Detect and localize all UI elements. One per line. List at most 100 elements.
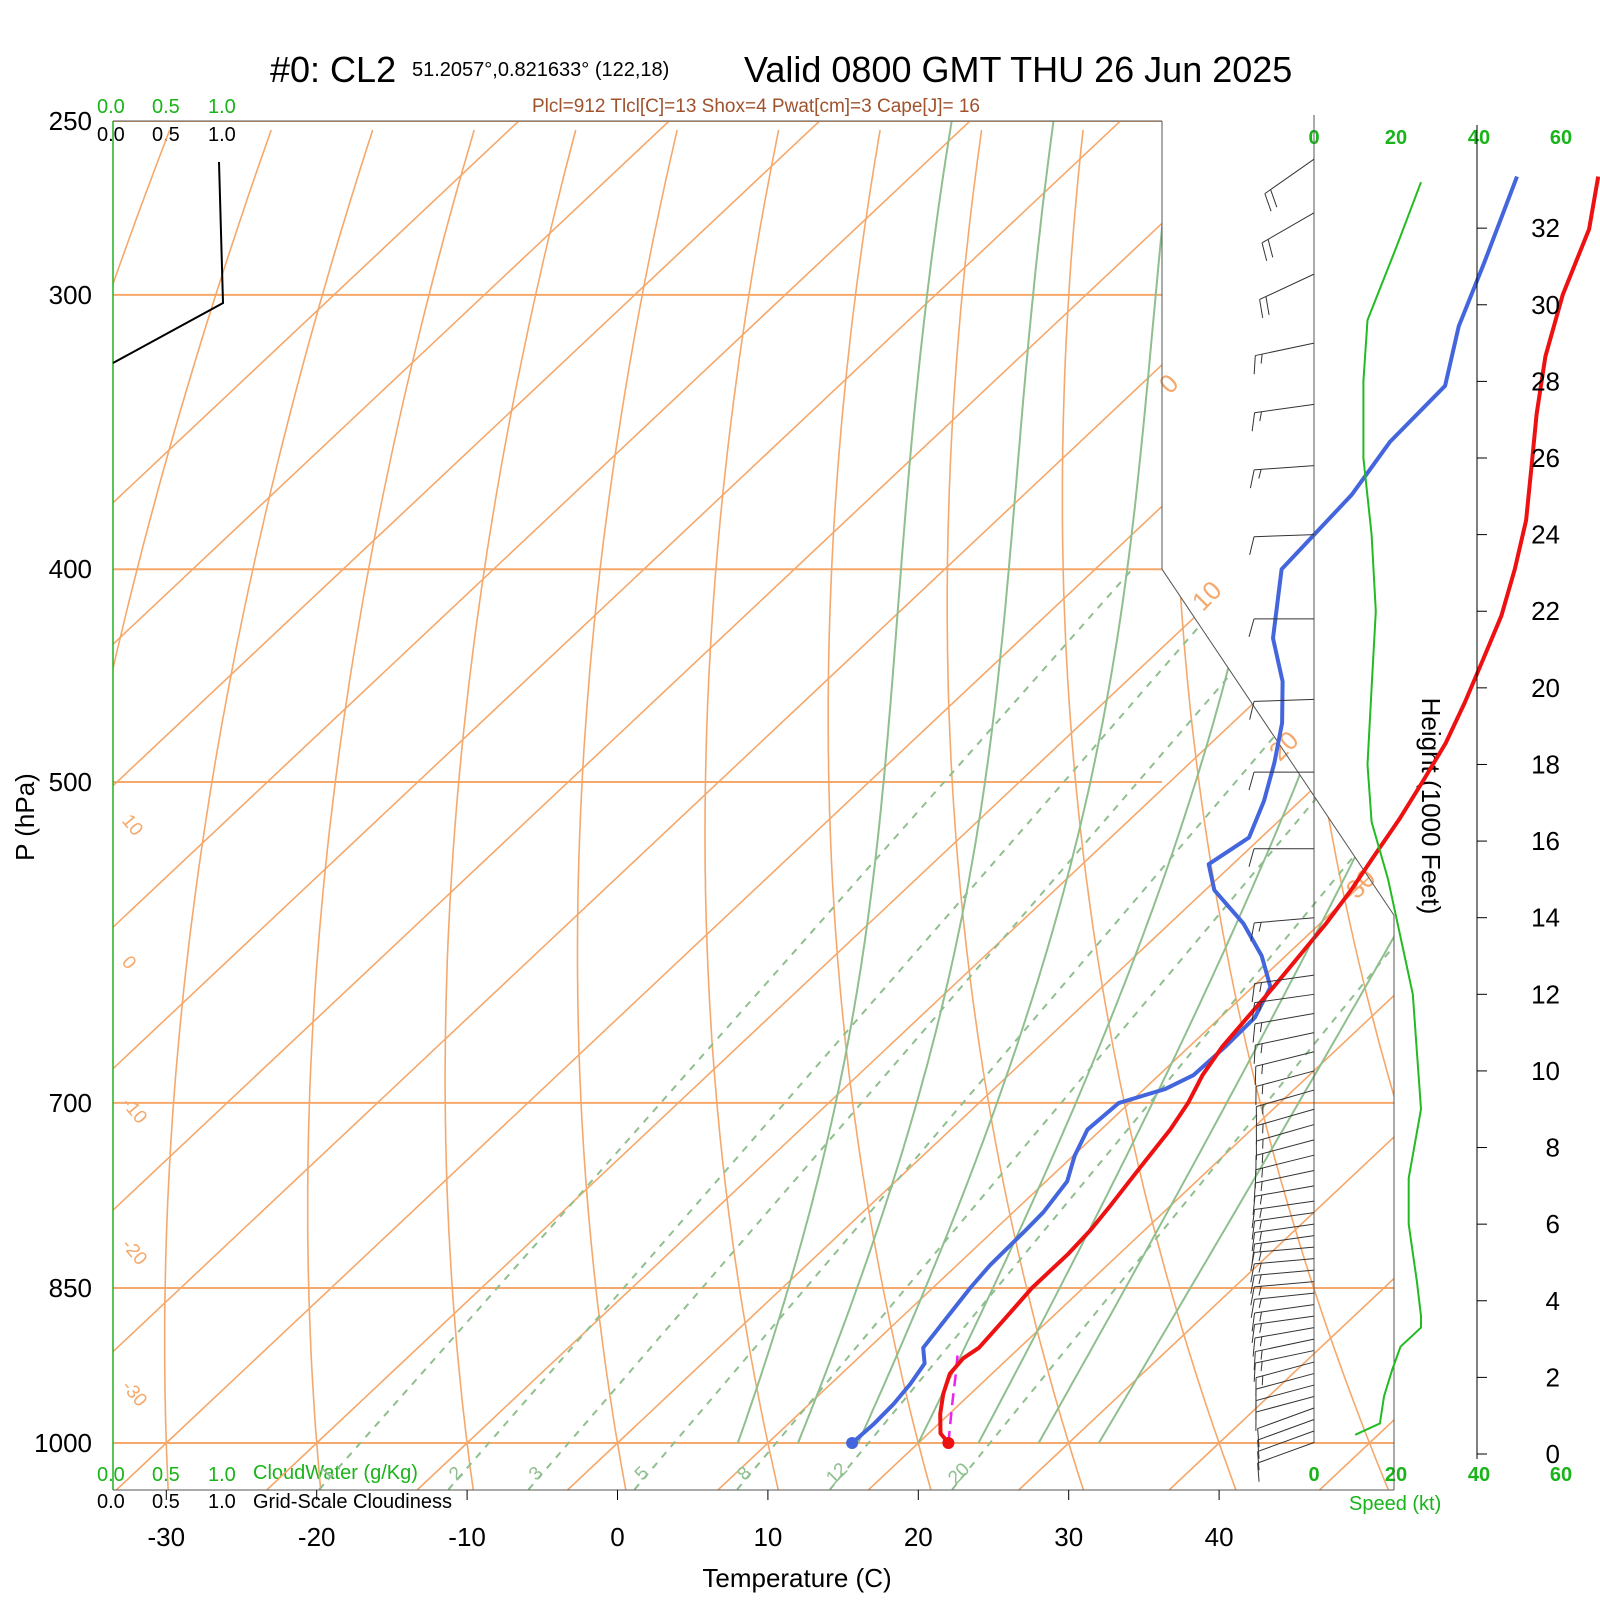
wind-barb-staff [1255, 1051, 1315, 1067]
mixing-ratio-line [633, 568, 1394, 1490]
speed-tick-bottom: 0 [1308, 1464, 1319, 1486]
wind-barb-half-flag [1258, 1286, 1262, 1296]
wind-barb-flag [1248, 771, 1255, 791]
cloudiness-trace [112, 161, 225, 364]
height-axis-title: Height (1000 Feet) [1416, 698, 1446, 915]
wind-barb-flag [1250, 1299, 1255, 1318]
isotherm-label: 10 [117, 811, 147, 841]
wind-barb-staff [1254, 974, 1315, 984]
wind-barb-flag [1253, 1351, 1256, 1371]
wind-barb-flag [1248, 848, 1255, 867]
wind-barb-staff [1261, 212, 1315, 244]
wind-barb-flag [1251, 1232, 1256, 1252]
wind-barb-staff [1257, 1442, 1315, 1464]
x-tick-label: -30 [148, 1522, 186, 1552]
wind-barb-flag [1252, 1023, 1256, 1043]
wind-barb-staff [1254, 698, 1315, 702]
wind-barb-half-flag [1259, 1208, 1263, 1218]
moist-adiabat-line [857, 121, 1175, 1444]
top-cloudwater-tick: 0.0 [97, 96, 125, 118]
wind-barb-staff [1254, 403, 1315, 414]
wind-barb-staff [1254, 917, 1315, 924]
wind-barb-staff [1255, 1139, 1315, 1156]
wind-barb-flag [1264, 193, 1272, 212]
wind-barb-staff [1254, 1315, 1315, 1325]
x-axis-title: Temperature (C) [702, 1563, 891, 1593]
moist-adiabat-line [1097, 121, 1394, 1444]
dry-adiabat-line [946, 129, 1085, 1490]
wind-barb-flag [1251, 1243, 1256, 1263]
isotherm-line [1018, 1442, 1070, 1490]
wind-barb-staff [1259, 273, 1315, 300]
wind-barb-half-flag [1260, 1181, 1263, 1192]
speed-ticks-top: 0 20 40 60 [1308, 127, 1572, 149]
bottom-cloudwater-tick: 0.5 [152, 1464, 180, 1486]
dry-adiabat-label: 0 [1153, 368, 1184, 399]
wind-barb-half-flag [1260, 1361, 1263, 1372]
wind-barb-flag [1250, 922, 1255, 942]
isotherm-line [113, 121, 971, 1444]
moist-adiabat-line [797, 121, 1055, 1444]
height-tick-label: 26 [1531, 443, 1560, 473]
clipped-grid [113, 121, 1394, 1490]
wind-barb-half-flag [1258, 922, 1262, 932]
wind-barb-half-flag [1261, 1084, 1264, 1095]
height-tick-label: 14 [1531, 903, 1560, 933]
height-tick-label: 28 [1531, 366, 1560, 396]
wind-barb-half-flag [1259, 1311, 1263, 1322]
wind-barb-flag [1257, 1428, 1260, 1448]
wind-barb-half-flag [1261, 1153, 1264, 1164]
pressure-tick-label: 500 [49, 767, 92, 797]
wind-barb-staff [1257, 1430, 1315, 1453]
bottom-cloudwater-tick: 0.0 [97, 1464, 125, 1486]
wind-barb-staff [1254, 1223, 1315, 1233]
wind-barb-staff [1255, 1384, 1315, 1402]
wind-barb-half-flag [1259, 1001, 1263, 1012]
sounding-profiles [846, 175, 1600, 1449]
height-tick-label: 8 [1546, 1133, 1560, 1163]
wind-barb-flag [1257, 1451, 1260, 1471]
wind-barb-flag [1253, 355, 1256, 375]
wind-barb-flag [1265, 296, 1270, 316]
isotherm-line [316, 121, 1394, 1444]
wind-barb-half-flag [1259, 1022, 1263, 1033]
pressure-tick-label: 850 [49, 1273, 92, 1303]
isotherm-line [767, 121, 1394, 1444]
wind-barb-staff [1254, 1269, 1315, 1276]
x-tick-label: 30 [1054, 1522, 1083, 1552]
isotherm-label: -10 [117, 1094, 151, 1129]
dry-adiabat-line [306, 129, 475, 1490]
mixing-ratio-label: 8 [733, 1463, 755, 1485]
height-tick-label: 12 [1531, 979, 1560, 1009]
wind-barb-flag [1257, 1440, 1260, 1459]
dry-adiabat-line [1173, 129, 1390, 1490]
surface-dewpoint-dot [846, 1437, 859, 1449]
wind-barb-staff [1255, 1154, 1315, 1171]
wind-barb-flag [1249, 701, 1255, 720]
pressure-tick-label: 250 [49, 106, 92, 136]
wind-barb-half-flag [1259, 1231, 1263, 1241]
wind-barb-flag [1253, 1363, 1256, 1382]
mixing-ratio-line [951, 568, 1394, 1490]
isotherm-label: 0 [117, 952, 140, 974]
wind-barb-half-flag [1259, 1336, 1263, 1347]
dry-adiabat-line [704, 129, 780, 1490]
wind-barb-half-flag [1259, 1194, 1263, 1205]
dry-adiabat-line [1061, 129, 1237, 1490]
wind-barb-staff [1254, 465, 1315, 471]
wind-barb-half-flag [1258, 469, 1262, 479]
speed-tick-bottom: 60 [1550, 1464, 1572, 1486]
height-tick-label: 18 [1531, 749, 1560, 779]
speed-tick-bottom: 40 [1468, 1464, 1490, 1486]
wind-barb-flag [1253, 1045, 1256, 1064]
dry-adiabat-label: 10 [1186, 575, 1228, 617]
isotherm-label: -20 [117, 1235, 151, 1270]
wind-barb-staff [1254, 1185, 1315, 1197]
wind-barb-half-flag [1259, 411, 1263, 422]
wind-barb-half-flag [1259, 1323, 1263, 1333]
wind-barb-flag [1251, 1324, 1256, 1344]
x-tick-label: -10 [448, 1522, 486, 1552]
x-tick-label: 0 [610, 1522, 624, 1552]
